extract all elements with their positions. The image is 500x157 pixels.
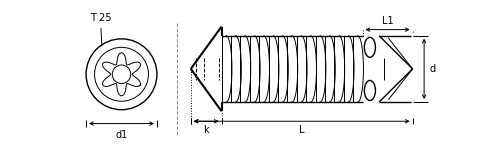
Text: k: k [204,125,209,135]
Text: d1: d1 [116,130,128,141]
Text: L: L [299,125,304,135]
Text: L1: L1 [382,16,394,26]
Text: d: d [430,64,436,74]
Ellipse shape [364,80,376,100]
Ellipse shape [364,37,376,57]
Text: T 25: T 25 [90,13,111,46]
